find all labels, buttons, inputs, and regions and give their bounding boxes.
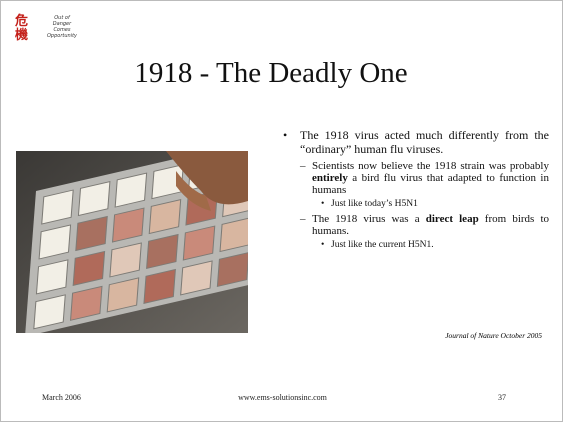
citation: Journal of Nature October 2005 [445, 331, 542, 340]
bold-text: entirely [312, 172, 348, 184]
photo-slide [33, 294, 66, 330]
logo: 危 機 [15, 15, 37, 43]
tagline-line: Danger [52, 21, 72, 27]
photo-slide [216, 251, 248, 288]
photo-slide [106, 277, 140, 313]
photo-slide [143, 268, 176, 304]
tagline-line: Opportunity [46, 33, 77, 39]
text: The 1918 virus was a [312, 213, 426, 225]
sub-bullet: Scientists now believe the 1918 strain w… [271, 160, 549, 196]
sub-sub-bullet: Just like today’s H5N1 [271, 199, 549, 210]
tagline-line: Out of [54, 15, 70, 21]
photo-slide [72, 250, 106, 286]
photo-slide [69, 285, 103, 321]
bullet-list: The 1918 virus acted much differently fr… [271, 128, 549, 254]
photo [16, 151, 248, 333]
photo-slide [114, 172, 148, 208]
photo-slide [41, 189, 74, 225]
logo-char: 機 [15, 28, 29, 43]
bold-text: direct leap [425, 213, 479, 225]
photo-slide [151, 164, 184, 200]
footer-website: www.ems-solutionsinc.com [238, 393, 327, 402]
photo-slide [180, 260, 213, 296]
text: from birds to humans. [312, 213, 549, 237]
photo-slide [77, 180, 111, 217]
tagline-line: Comes [53, 27, 71, 33]
text: Scientists now believe the 1918 strain w… [312, 160, 549, 172]
photo-slide [111, 207, 145, 243]
text: The 1918 virus acted much differently fr… [300, 128, 549, 156]
footer-date: March 2006 [42, 393, 81, 402]
title: 1918 - The Deadly One [134, 57, 408, 89]
footer-page: 37 [498, 393, 506, 402]
logo-char: 危 [15, 14, 29, 29]
photo-slide [35, 259, 69, 295]
tagline: Out of Danger Comes Opportunity [41, 15, 83, 39]
photo-slide [182, 225, 216, 261]
photo-slide [148, 198, 182, 235]
photo-slide [38, 224, 72, 260]
bullet: The 1918 virus acted much differently fr… [271, 128, 549, 156]
photo-slide [219, 216, 248, 253]
sub-sub-bullet: Just like the current H5N1. [271, 240, 549, 251]
sub-bullet: The 1918 virus was a direct leap from bi… [271, 213, 549, 237]
photo-slide [109, 242, 142, 278]
photo-slide [146, 233, 179, 270]
text: a bird flu virus that adapted to functio… [312, 172, 549, 196]
photo-slide [75, 215, 108, 252]
